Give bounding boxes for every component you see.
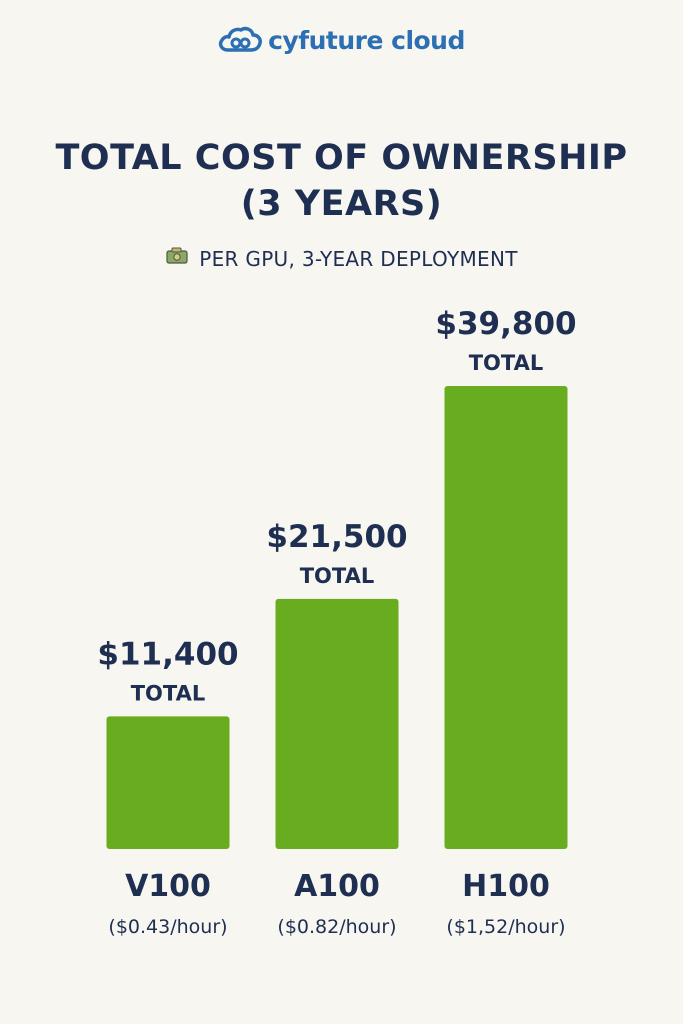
brand-name: cyfuture cloud [268,25,465,55]
subtitle: PER GPU, 3-YEAR DEPLOYMENT [0,246,683,271]
brand-logo: cyfuture cloud [0,20,683,60]
rate-label-v100: ($0.43/hour) [108,916,227,938]
value-label-a100: $21,500 [266,519,407,555]
bar-a100 [275,598,399,849]
rate-label-h100: ($1,52/hour) [446,916,565,938]
title-line-2: (3 YEARS) [240,184,443,224]
total-label-v100: TOTAL [131,681,206,705]
rate-label-a100: ($0.82/hour) [277,916,396,938]
category-label-h100: H100 [462,869,550,904]
category-label-a100: A100 [294,869,380,904]
subtitle-text: PER GPU, 3-YEAR DEPLOYMENT [199,246,518,271]
total-label-h100: TOTAL [469,351,544,375]
cloud-logo-icon [219,26,263,52]
bar-v100 [106,716,230,849]
title-line-1: TOTAL COST OF OWNERSHIP [55,138,628,178]
value-label-h100: $39,800 [435,306,576,342]
page-title: TOTAL COST OF OWNERSHIP (3 YEARS) [0,135,683,227]
category-label-v100: V100 [125,869,211,904]
bar-h100 [444,386,568,849]
money-icon [165,246,189,271]
total-label-a100: TOTAL [300,564,375,588]
value-label-v100: $11,400 [97,636,238,672]
